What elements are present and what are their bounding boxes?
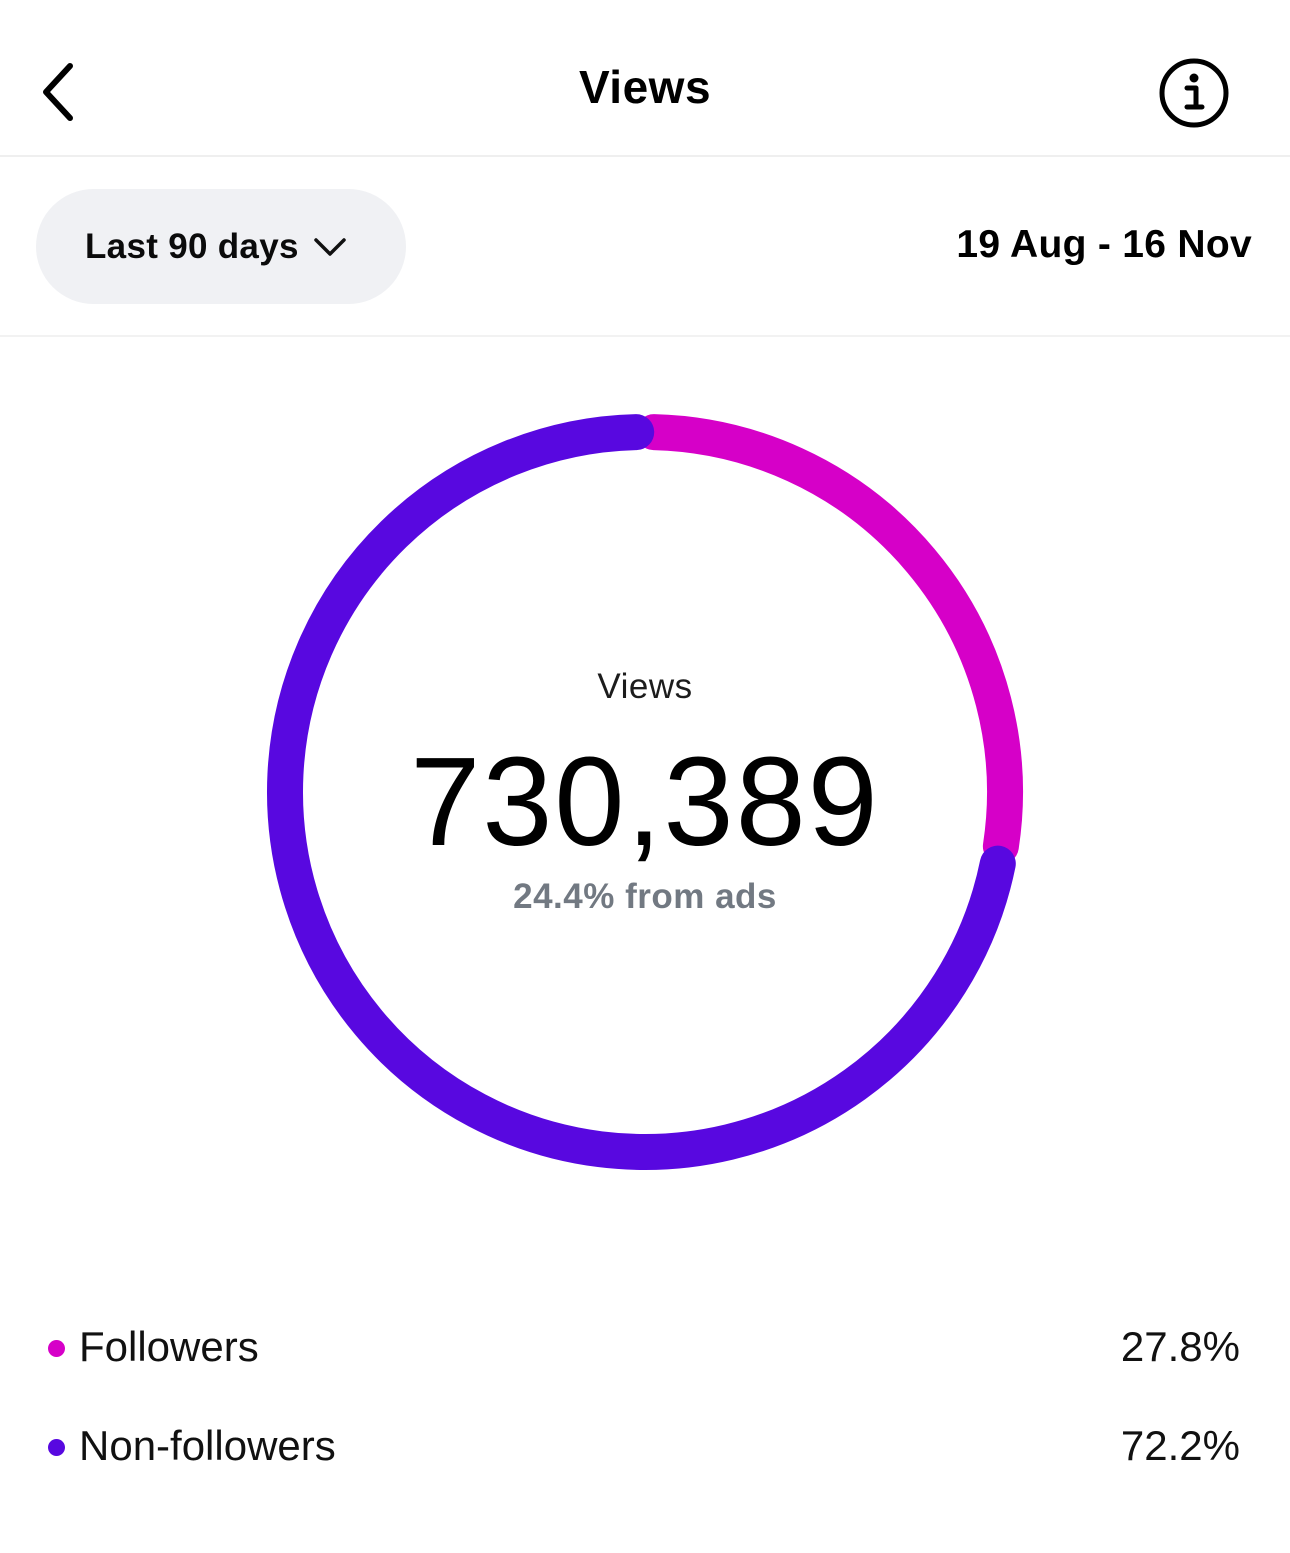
info-button[interactable] [1156,55,1232,131]
chevron-left-icon [43,63,73,121]
date-range-dropdown-label: Last 90 days [85,226,299,266]
legend-value-followers: 27.8% [1120,1323,1240,1370]
views-donut-chart: Views 730,389 24.4% from ads [0,337,1290,1247]
donut-segment-followers [635,414,1023,865]
date-filter-bar: Last 90 days 19 Aug - 16 Nov [0,157,1290,337]
legend-row-followers: Followers 27.8% [0,1298,1290,1397]
top-navigation-bar: Views [0,0,1290,157]
total-views-value: 730,389 [410,731,880,872]
chevron-down-icon [313,237,346,256]
ads-percentage-note: 24.4% from ads [513,877,777,916]
donut-chart-svg [267,414,1023,1170]
legend-label-followers: Followers [79,1323,259,1370]
donut-segment-non-followers [267,414,1016,1170]
legend-row-non-followers: Non-followers 72.2% [0,1397,1290,1496]
legend-dot-followers [48,1340,65,1357]
chart-legend: Followers 27.8% Non-followers 72.2% [0,1298,1290,1496]
legend-value-non-followers: 72.2% [1120,1422,1240,1469]
legend-dot-non-followers [48,1439,65,1456]
back-button[interactable] [28,52,88,132]
date-range-text: 19 Aug - 16 Nov [956,223,1252,266]
date-range-dropdown[interactable]: Last 90 days [36,189,406,304]
legend-label-non-followers: Non-followers [79,1422,336,1469]
page-title: Views [578,61,712,113]
info-icon [1159,58,1229,128]
chart-center-label: Views [597,667,693,706]
